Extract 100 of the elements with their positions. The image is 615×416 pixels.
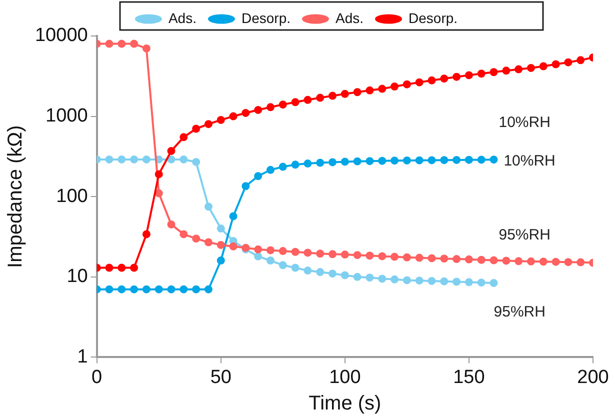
point: [490, 156, 498, 164]
point: [316, 250, 324, 258]
point: [366, 86, 374, 94]
point: [130, 155, 138, 164]
point: [415, 254, 424, 262]
point: [328, 92, 337, 100]
point: [130, 264, 138, 272]
point: [316, 94, 324, 102]
annotation: 10%RH: [504, 152, 556, 170]
point: [353, 88, 362, 96]
point: [440, 277, 448, 286]
point: [477, 156, 486, 164]
point: [464, 71, 473, 80]
point: [402, 156, 411, 164]
point: [142, 285, 150, 294]
point: [353, 251, 362, 260]
point: [167, 285, 176, 294]
point: [278, 162, 287, 171]
point: [502, 66, 510, 75]
point: [452, 255, 461, 264]
point: [266, 256, 274, 265]
point: [378, 274, 386, 283]
point: [216, 240, 225, 249]
point: [490, 278, 498, 287]
point: [576, 258, 585, 266]
point: [366, 252, 374, 260]
y-axis-title: Impedance (kΩ): [4, 125, 27, 268]
point: [552, 60, 560, 68]
point: [105, 155, 114, 164]
point: [192, 285, 200, 294]
point: [278, 247, 287, 256]
point: [452, 156, 461, 164]
point: [415, 276, 424, 285]
point: [142, 44, 150, 52]
point: [552, 258, 560, 266]
point: [266, 166, 274, 174]
point: [229, 212, 238, 220]
x-tick-label: 150: [453, 366, 485, 388]
point: [490, 68, 498, 76]
point: [514, 257, 523, 266]
point: [328, 250, 337, 258]
point: [304, 96, 312, 104]
point: [154, 189, 163, 198]
point: [192, 124, 200, 133]
point: [291, 160, 300, 169]
point: [167, 220, 176, 228]
point: [105, 40, 114, 48]
point: [526, 257, 535, 266]
point: [291, 98, 300, 106]
point: [402, 253, 411, 262]
point: [514, 65, 523, 74]
point: [316, 268, 324, 276]
point: [216, 116, 225, 124]
point: [278, 100, 287, 109]
point: [242, 108, 250, 117]
point: [180, 285, 188, 294]
point: [242, 182, 250, 190]
point: [378, 156, 386, 165]
point: [464, 278, 473, 286]
point: [154, 170, 163, 178]
point: [180, 133, 188, 142]
point: [142, 155, 150, 164]
point: [216, 224, 225, 233]
point: [428, 156, 436, 164]
point: [353, 157, 362, 166]
point: [291, 264, 300, 272]
y-tick-label: 10000: [34, 25, 88, 46]
point: [502, 256, 510, 265]
point: [167, 146, 176, 155]
point: [378, 252, 386, 260]
point: [428, 254, 436, 262]
point: [204, 120, 212, 128]
x-tick-label: 0: [92, 366, 102, 388]
point: [105, 285, 114, 294]
point: [440, 156, 448, 164]
point: [304, 266, 312, 275]
point: [564, 258, 572, 266]
point: [304, 160, 312, 168]
x-tick-label: 200: [577, 366, 609, 388]
y-tick-label: 1000: [46, 106, 88, 127]
point: [118, 264, 126, 272]
point: [204, 285, 212, 294]
point: [204, 238, 212, 246]
point: [291, 248, 300, 256]
point: [167, 155, 176, 164]
point: [452, 278, 461, 286]
point: [539, 62, 548, 70]
point: [142, 230, 150, 238]
point: [254, 252, 262, 260]
point: [266, 103, 274, 112]
legend-label: Desorp.: [241, 10, 291, 26]
point: [192, 234, 200, 243]
point: [254, 172, 262, 180]
annotation: 95%RH: [498, 226, 550, 244]
point: [229, 112, 238, 120]
point: [428, 76, 436, 84]
point: [440, 74, 448, 83]
point: [328, 158, 337, 166]
point: [353, 272, 362, 281]
legend-label: Ads.: [336, 10, 364, 26]
